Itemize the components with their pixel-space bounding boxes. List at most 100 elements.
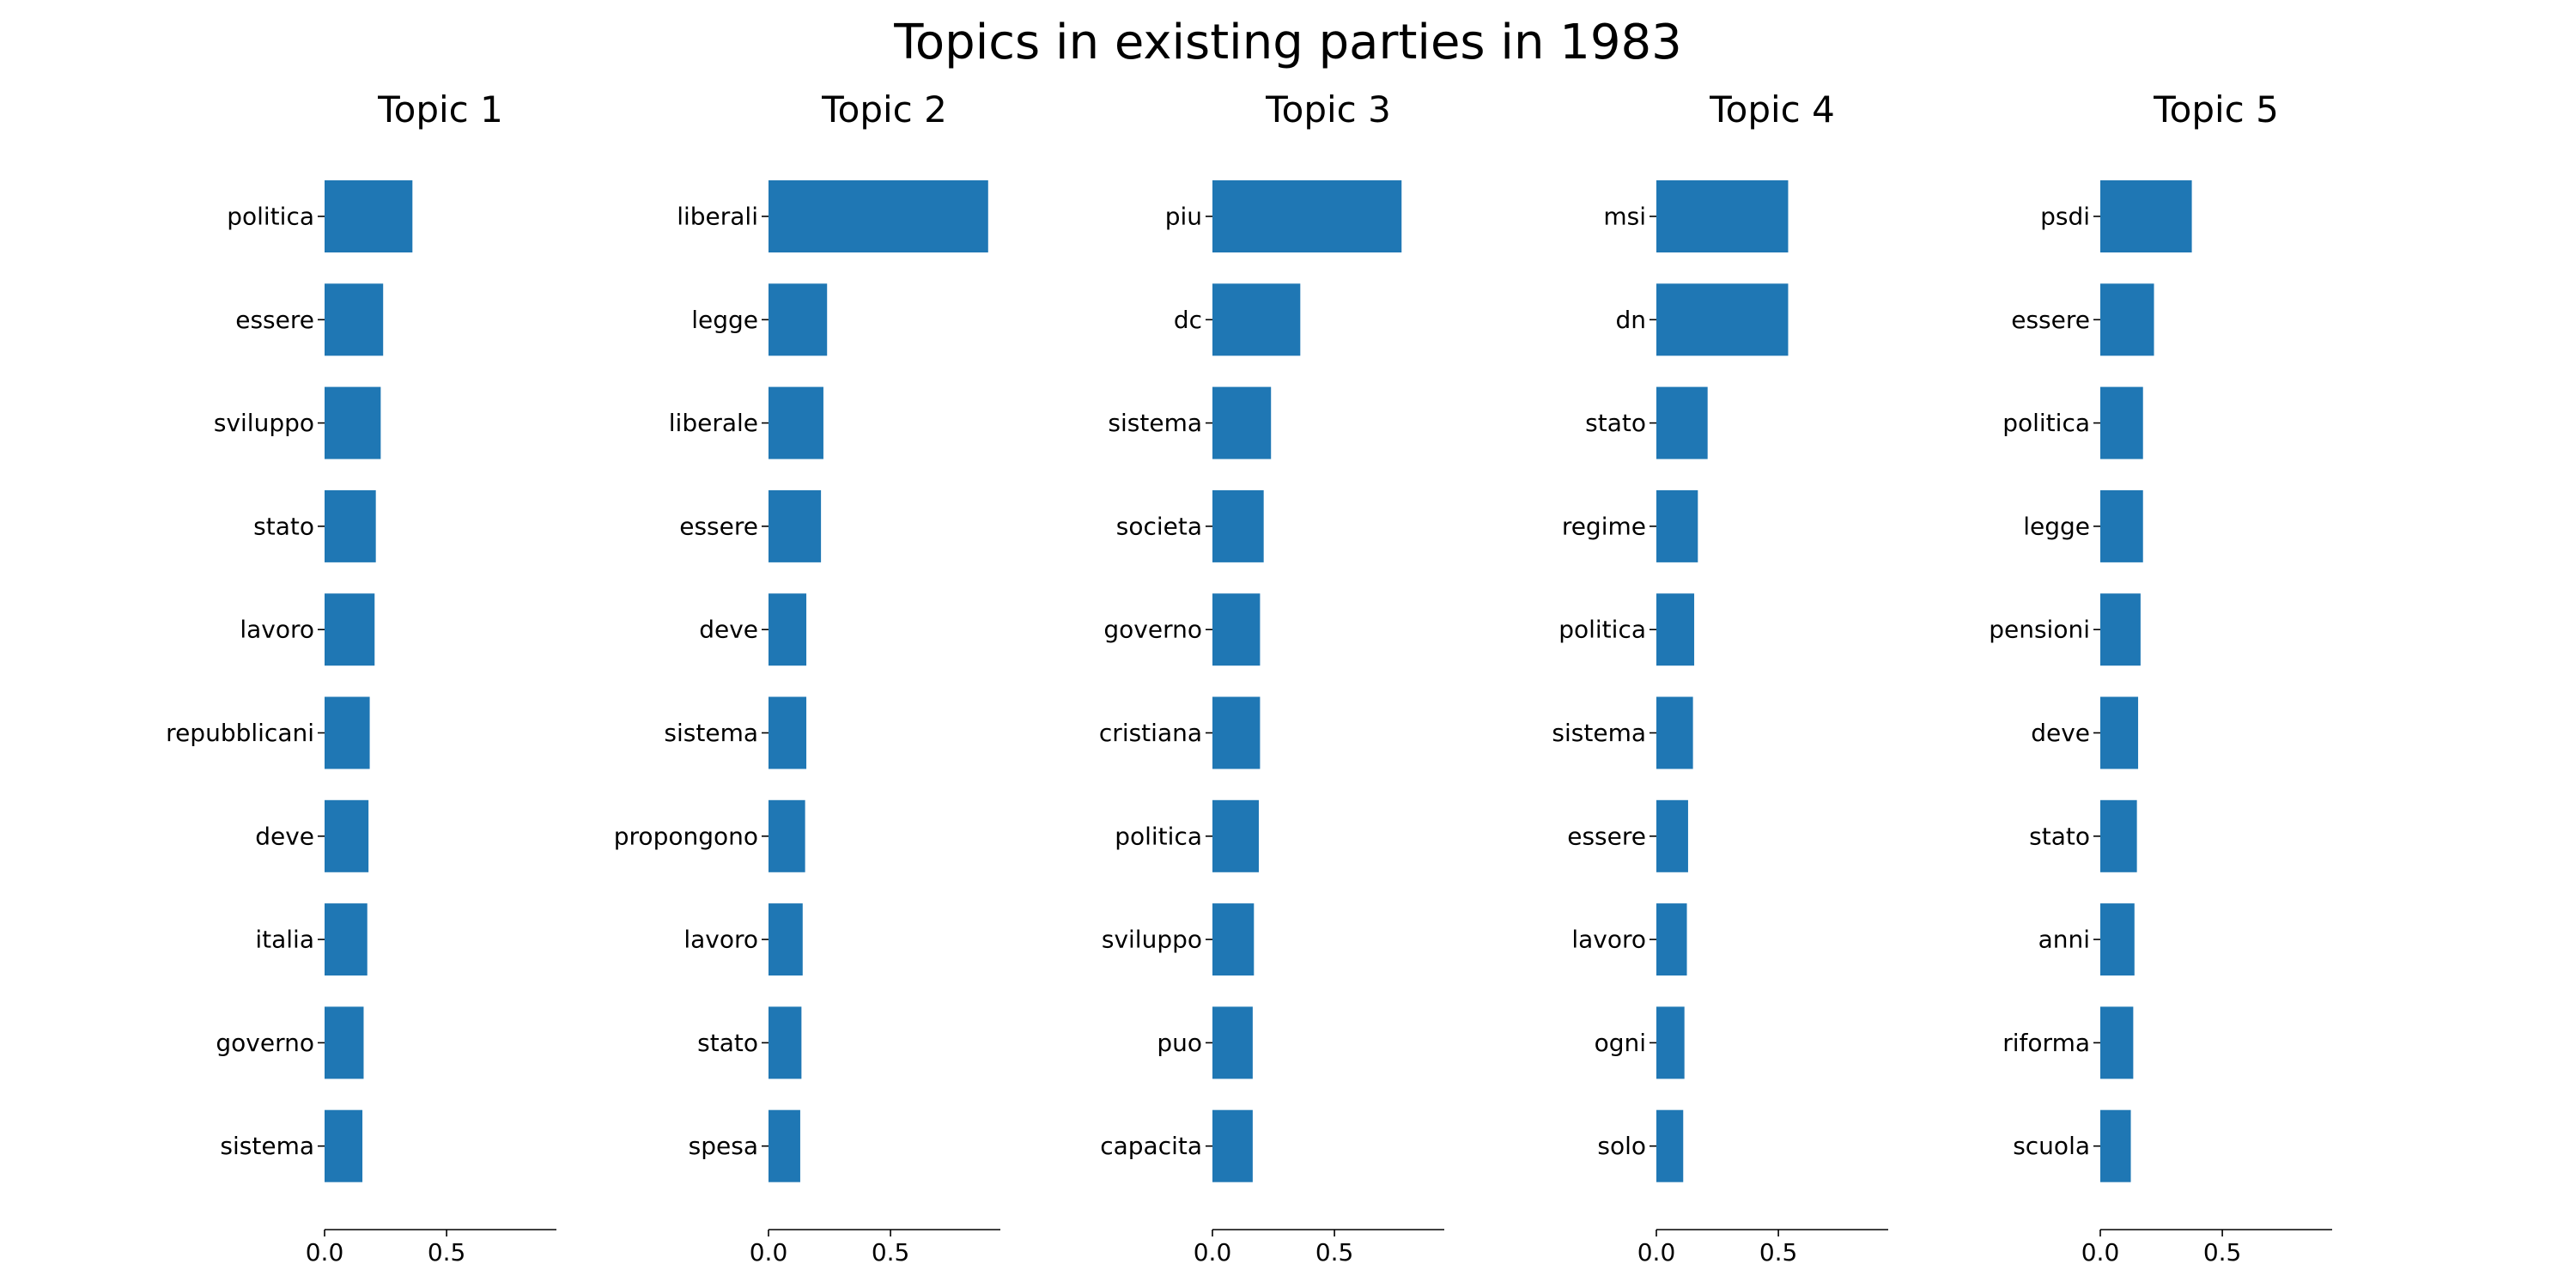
chart-title: Topics in existing parties in 1983: [893, 15, 1682, 70]
y-tick-label: spesa: [689, 1132, 758, 1160]
y-tick-label: anni: [2038, 926, 2090, 954]
y-tick-label: liberali: [677, 203, 758, 231]
y-tick-label: sistema: [664, 719, 758, 747]
bar: [1212, 489, 1264, 562]
bar: [325, 903, 368, 976]
y-tick-label: sviluppo: [1102, 926, 1202, 954]
bar: [2100, 386, 2143, 459]
y-tick-label: lavoro: [240, 616, 314, 644]
bar: [325, 180, 413, 252]
panel-title: Topic 3: [1265, 88, 1391, 131]
bar: [1656, 283, 1789, 356]
bar: [2100, 696, 2139, 769]
bar: [1656, 696, 1693, 769]
bar: [1656, 1006, 1685, 1079]
y-tick-label: pensioni: [1989, 616, 2090, 644]
panel-title: Topic 2: [821, 88, 947, 131]
topic-panel-4: Topic 4 msi dn stato regime politica sistema es…: [1552, 88, 1888, 1267]
y-tick-label: puo: [1157, 1029, 1202, 1057]
y-tick-label: solo: [1597, 1132, 1646, 1160]
bar: [2100, 489, 2143, 562]
y-tick-label: repubblicani: [166, 719, 314, 747]
chart-panels: Topic 1 politica essere sviluppo stato lavoro…: [166, 88, 2332, 1267]
topic-panel-5: Topic 5 psdi essere politica legge pensioni de…: [1989, 88, 2332, 1267]
bar: [2100, 283, 2154, 356]
y-tick-label: lavoro: [1571, 926, 1646, 954]
y-tick-label: deve: [699, 616, 758, 644]
bar: [325, 593, 375, 666]
bar: [769, 1006, 802, 1079]
bar: [1212, 283, 1301, 356]
bar: [2100, 593, 2141, 666]
bar: [2100, 799, 2137, 872]
bar: [325, 1006, 364, 1079]
bar: [769, 489, 822, 562]
y-tick-label: essere: [2011, 306, 2090, 334]
x-tick-label: 0.5: [1759, 1238, 1798, 1267]
bar: [325, 799, 369, 872]
panel-title: Topic 1: [377, 88, 503, 131]
y-tick-label: liberale: [669, 409, 758, 437]
y-tick-label: sistema: [1108, 409, 1202, 437]
x-tick-label: 0.0: [1194, 1238, 1232, 1267]
bar: [769, 799, 805, 872]
x-tick-label: 0.5: [2203, 1238, 2242, 1267]
y-tick-label: sviluppo: [214, 409, 314, 437]
bar: [1656, 593, 1695, 666]
bar: [769, 1109, 800, 1182]
y-tick-label: stato: [697, 1029, 758, 1057]
x-tick-label: 0.5: [1315, 1238, 1354, 1267]
y-tick-label: sistema: [1552, 719, 1646, 747]
y-tick-label: essere: [679, 512, 758, 540]
bar: [1656, 489, 1698, 562]
y-tick-label: governo: [1103, 616, 1202, 644]
bar: [769, 903, 803, 976]
y-tick-label: propongono: [614, 822, 758, 850]
bar: [1212, 903, 1255, 976]
y-tick-label: italia: [255, 926, 314, 954]
topic-panel-1: Topic 1 politica essere sviluppo stato lavoro…: [166, 88, 556, 1267]
y-tick-label: ogni: [1595, 1029, 1646, 1057]
bar: [769, 696, 807, 769]
y-tick-label: scuola: [2013, 1132, 2090, 1160]
y-tick-label: regime: [1562, 512, 1646, 540]
y-tick-label: politica: [2002, 409, 2090, 437]
y-tick-label: governo: [216, 1029, 314, 1057]
bar: [1212, 696, 1261, 769]
bar: [2100, 180, 2192, 252]
y-tick-label: psdi: [2040, 203, 2090, 231]
y-tick-label: sistema: [220, 1132, 314, 1160]
bar: [1656, 799, 1688, 872]
y-tick-label: deve: [2031, 719, 2090, 747]
topic-panel-3: Topic 3 piu dc sistema societa governo cristia…: [1099, 88, 1444, 1267]
bar: [769, 386, 823, 459]
y-tick-label: politica: [227, 203, 314, 231]
y-tick-label: deve: [255, 822, 314, 850]
x-tick-label: 0.5: [428, 1238, 466, 1267]
bar: [769, 593, 807, 666]
bar: [1212, 180, 1402, 252]
x-tick-label: 0.5: [872, 1238, 910, 1267]
bar: [325, 489, 376, 562]
y-tick-label: dn: [1615, 306, 1646, 334]
y-tick-label: essere: [1567, 822, 1646, 850]
y-tick-label: politica: [1558, 616, 1646, 644]
bar: [1212, 593, 1261, 666]
bar: [325, 283, 384, 356]
y-tick-label: cristiana: [1099, 719, 1202, 747]
y-tick-label: essere: [235, 306, 314, 334]
y-tick-label: msi: [1603, 203, 1646, 231]
bar: [1212, 1109, 1253, 1182]
x-tick-label: 0.0: [306, 1238, 344, 1267]
bar: [325, 386, 381, 459]
y-tick-label: societa: [1116, 512, 1202, 540]
y-tick-label: stato: [253, 512, 314, 540]
y-tick-label: piu: [1165, 203, 1202, 231]
bar: [2100, 1109, 2131, 1182]
y-tick-label: stato: [2029, 822, 2090, 850]
panel-title: Topic 5: [2153, 88, 2279, 131]
bar: [1656, 180, 1789, 252]
y-tick-label: dc: [1174, 306, 1202, 334]
bar: [1656, 1109, 1684, 1182]
